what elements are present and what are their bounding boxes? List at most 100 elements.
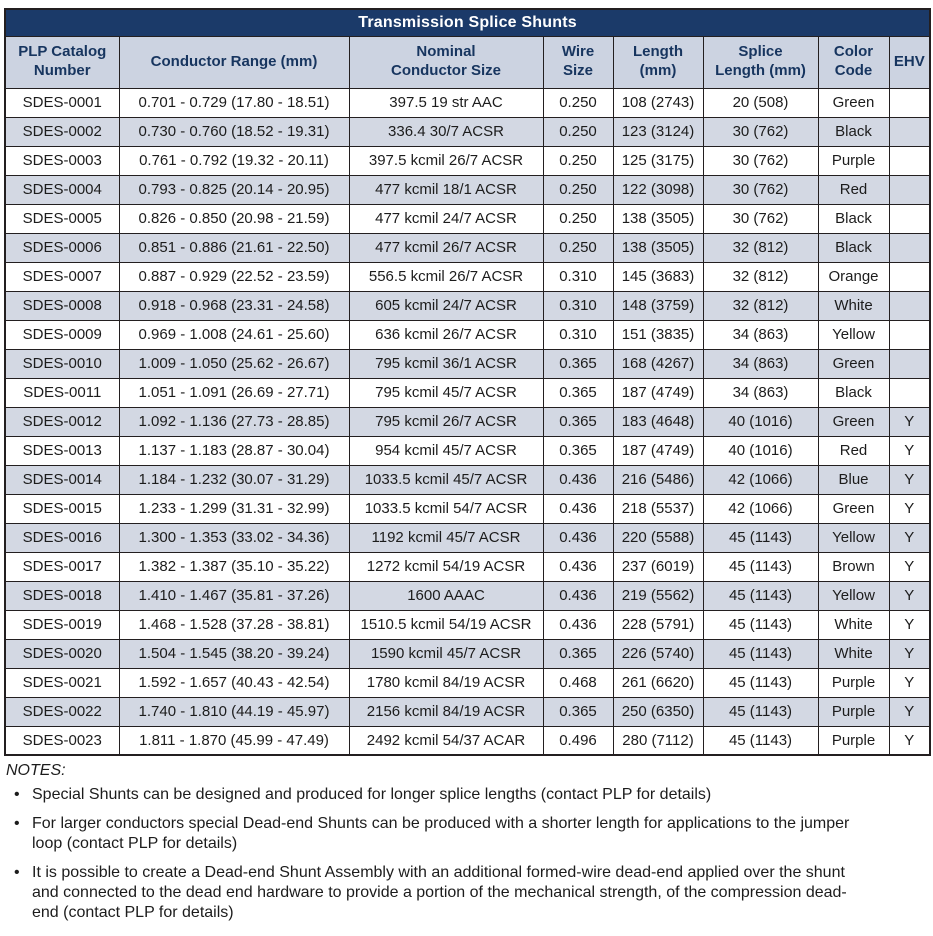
header-cell: PLP Catalog Number	[4, 35, 120, 89]
table-cell: 1192 kcmil 45/7 ACSR	[348, 522, 544, 553]
table-cell: Red	[817, 435, 890, 466]
table-cell: Purple	[817, 696, 890, 727]
header-cell: Wire Size	[542, 35, 614, 89]
table-cell: 34 (863)	[702, 319, 819, 350]
table-cell: 477 kcmil 18/1 ACSR	[348, 174, 544, 205]
table-cell: 556.5 kcmil 26/7 ACSR	[348, 261, 544, 292]
table-cell: SDES-0017	[4, 551, 120, 582]
note-item: It is possible to create a Dead-end Shun…	[6, 863, 851, 923]
header-cell: Splice Length (mm)	[702, 35, 819, 89]
table-cell: 45 (1143)	[702, 551, 819, 582]
table-cell: Black	[817, 377, 890, 408]
table-cell: Y	[888, 580, 931, 611]
table-cell: SDES-0020	[4, 638, 120, 669]
table-cell: 0.701 - 0.729 (17.80 - 18.51)	[118, 87, 350, 118]
table-cell: 0.887 - 0.929 (22.52 - 23.59)	[118, 261, 350, 292]
table-cell: SDES-0015	[4, 493, 120, 524]
table-cell: 1272 kcmil 54/19 ACSR	[348, 551, 544, 582]
table-cell: 145 (3683)	[612, 261, 704, 292]
table-row: SDES-0019 1.468 - 1.528 (37.28 - 38.81) 15…	[4, 609, 931, 640]
table-cell: Yellow	[817, 522, 890, 553]
table-cell: 795 kcmil 45/7 ACSR	[348, 377, 544, 408]
table-cell: Y	[888, 435, 931, 466]
table-cell: Y	[888, 638, 931, 669]
table-cell: SDES-0021	[4, 667, 120, 698]
table-cell: Yellow	[817, 319, 890, 350]
table-cell: SDES-0002	[4, 116, 120, 147]
table-cell	[888, 261, 931, 292]
table-cell: Y	[888, 551, 931, 582]
table-cell: Black	[817, 116, 890, 147]
table-cell: 0.310	[542, 319, 614, 350]
table-cell: 1.410 - 1.467 (35.81 - 37.26)	[118, 580, 350, 611]
table-cell: 0.250	[542, 116, 614, 147]
table-cell: 30 (762)	[702, 145, 819, 176]
table-cell: 1780 kcmil 84/19 ACSR	[348, 667, 544, 698]
table-cell: 45 (1143)	[702, 580, 819, 611]
table-cell: 0.365	[542, 406, 614, 437]
table-cell: 0.250	[542, 87, 614, 118]
table-row: SDES-0009 0.969 - 1.008 (24.61 - 25.60) 63…	[4, 319, 931, 350]
table-cell: SDES-0016	[4, 522, 120, 553]
table-cell: 1.233 - 1.299 (31.31 - 32.99)	[118, 493, 350, 524]
table-cell: 187 (4749)	[612, 435, 704, 466]
table-row: SDES-0003 0.761 - 0.792 (19.32 - 20.11) 39…	[4, 145, 931, 176]
table-cell: 122 (3098)	[612, 174, 704, 205]
table-cell: 0.436	[542, 580, 614, 611]
table-cell: 138 (3505)	[612, 203, 704, 234]
table-cell: 0.436	[542, 493, 614, 524]
table-cell	[888, 116, 931, 147]
table-cell: 1.051 - 1.091 (26.69 - 27.71)	[118, 377, 350, 408]
table-cell: 0.918 - 0.968 (23.31 - 24.58)	[118, 290, 350, 321]
table-cell: 0.365	[542, 435, 614, 466]
header-cell: Nominal Conductor Size	[348, 35, 544, 89]
table-cell: 1033.5 kcmil 45/7 ACSR	[348, 464, 544, 495]
table-cell: 138 (3505)	[612, 232, 704, 263]
table-cell: Blue	[817, 464, 890, 495]
table-cell: SDES-0006	[4, 232, 120, 263]
table-cell: 45 (1143)	[702, 638, 819, 669]
table-row: SDES-0018 1.410 - 1.467 (35.81 - 37.26) 16…	[4, 580, 931, 611]
table-cell: Purple	[817, 725, 890, 756]
table-cell: 0.468	[542, 667, 614, 698]
table-cell: 795 kcmil 26/7 ACSR	[348, 406, 544, 437]
table-cell: Purple	[817, 145, 890, 176]
table-cell: 605 kcmil 24/7 ACSR	[348, 290, 544, 321]
table-cell: SDES-0023	[4, 725, 120, 756]
header-cell: Length (mm)	[612, 35, 704, 89]
table-cell	[888, 174, 931, 205]
table-cell: 30 (762)	[702, 203, 819, 234]
table-cell: Y	[888, 609, 931, 640]
table-cell: 0.826 - 0.850 (20.98 - 21.59)	[118, 203, 350, 234]
table-cell	[888, 348, 931, 379]
table-cell: 40 (1016)	[702, 435, 819, 466]
table-cell: 0.761 - 0.792 (19.32 - 20.11)	[118, 145, 350, 176]
table-title-row: Transmission Splice Shunts	[4, 8, 931, 37]
table-cell: SDES-0018	[4, 580, 120, 611]
table-cell: 0.436	[542, 464, 614, 495]
table-cell: 0.365	[542, 348, 614, 379]
notes-list: Special Shunts can be designed and produ…	[6, 785, 927, 923]
table-cell	[888, 290, 931, 321]
table-cell: 220 (5588)	[612, 522, 704, 553]
table-cell: SDES-0012	[4, 406, 120, 437]
table-cell: 954 kcmil 45/7 ACSR	[348, 435, 544, 466]
notes-section: NOTES: Special Shunts can be designed an…	[6, 761, 927, 923]
table-cell: 187 (4749)	[612, 377, 704, 408]
table-cell: 0.250	[542, 232, 614, 263]
table-cell: 1.009 - 1.050 (25.62 - 26.67)	[118, 348, 350, 379]
note-item: For larger conductors special Dead-end S…	[6, 814, 851, 854]
table-cell: SDES-0007	[4, 261, 120, 292]
table-cell: 1.184 - 1.232 (30.07 - 31.29)	[118, 464, 350, 495]
table-body: SDES-0001 0.701 - 0.729 (17.80 - 18.51) 39…	[4, 87, 931, 756]
table-row: SDES-0012 1.092 - 1.136 (27.73 - 28.85) 79…	[4, 406, 931, 437]
table-cell: 216 (5486)	[612, 464, 704, 495]
table-cell: 30 (762)	[702, 116, 819, 147]
table-cell: 1.811 - 1.870 (45.99 - 47.49)	[118, 725, 350, 756]
table-cell: 0.310	[542, 261, 614, 292]
table-cell: 1.382 - 1.387 (35.10 - 35.22)	[118, 551, 350, 582]
table-cell: 0.793 - 0.825 (20.14 - 20.95)	[118, 174, 350, 205]
table-cell: 1.300 - 1.353 (33.02 - 34.36)	[118, 522, 350, 553]
table-row: SDES-0001 0.701 - 0.729 (17.80 - 18.51) 39…	[4, 87, 931, 118]
table-cell: 228 (5791)	[612, 609, 704, 640]
